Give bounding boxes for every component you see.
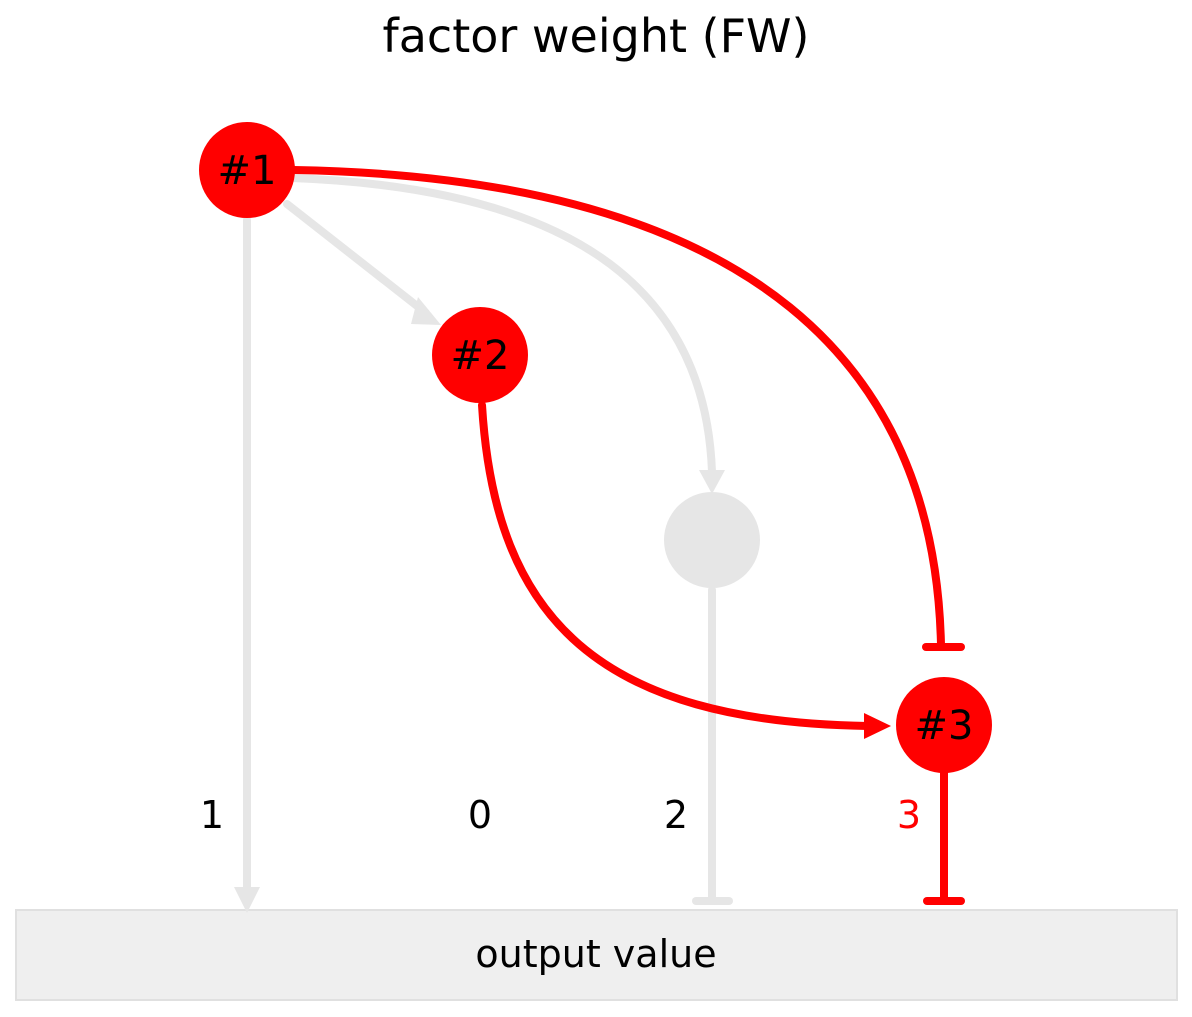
node-2-label: #2 (451, 333, 510, 379)
edge-n1-to-inactive-node (288, 174, 716, 476)
edge-n2-to-n3 (478, 401, 872, 730)
weight-label-highlighted: 3 (897, 793, 921, 837)
arrowhead-to-inactive-node (699, 470, 725, 494)
inactive-edges (243, 174, 733, 905)
weight-label: 0 (468, 793, 492, 837)
node-2 (432, 307, 528, 403)
node-3-label: #3 (915, 703, 974, 749)
node-3 (896, 677, 992, 773)
weight-label: 1 (200, 793, 224, 837)
diagram-title: factor weight (FW) (383, 9, 810, 63)
output-box (15, 909, 1178, 1001)
edge-n1-to-n3 (290, 166, 945, 649)
node-1 (199, 122, 295, 218)
arrowhead-to-n2 (411, 297, 441, 325)
edge-n1-to-n2 (283, 200, 430, 317)
output-label: output value (475, 932, 716, 976)
arrowhead-to-output (234, 887, 260, 913)
weight-label: 2 (664, 793, 688, 837)
inactive-arrowheads (234, 297, 725, 913)
node-1-label: #1 (218, 148, 277, 194)
arrowhead-to-n3 (864, 713, 891, 739)
node-inactive (664, 492, 760, 588)
active-edges (290, 166, 965, 905)
